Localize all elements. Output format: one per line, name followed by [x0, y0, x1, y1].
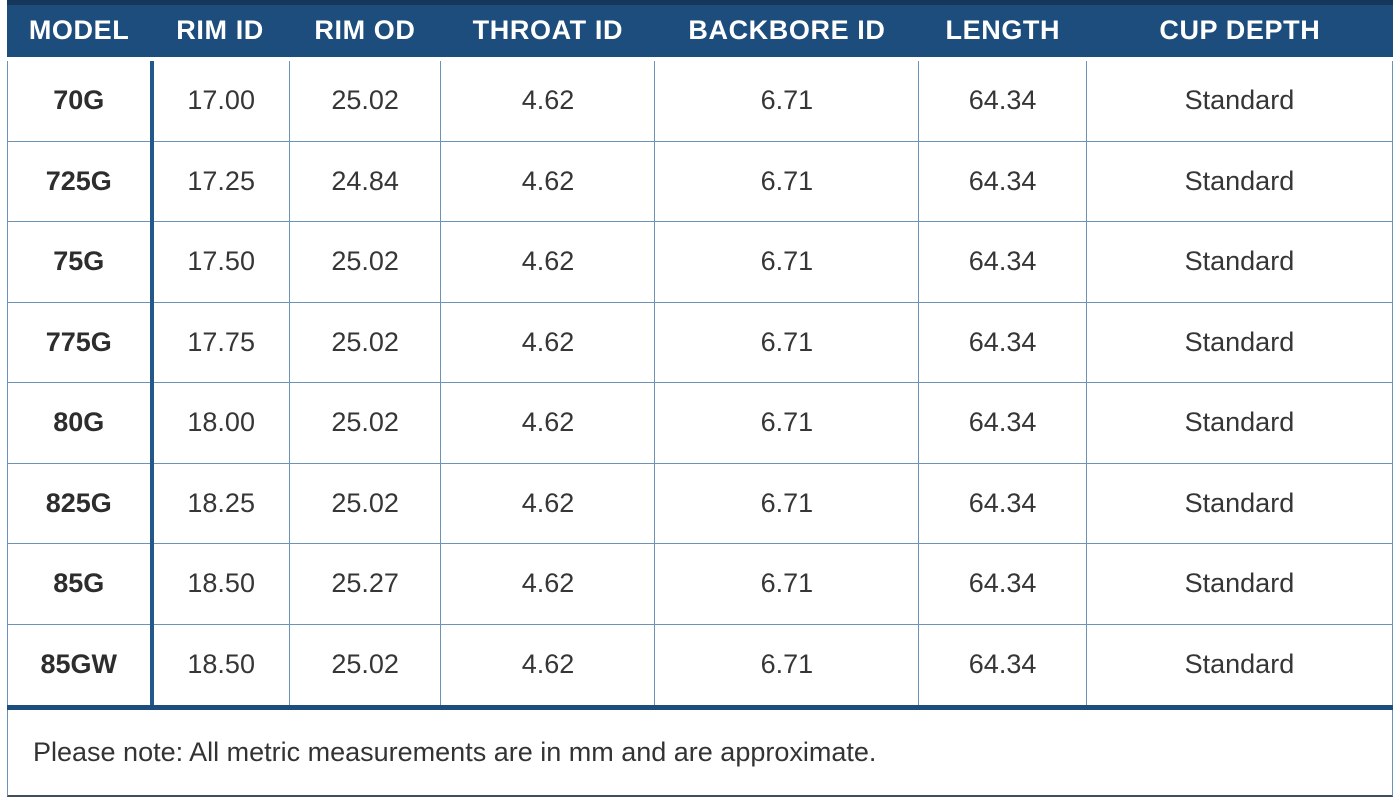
table-cell: 64.34 [918, 462, 1087, 544]
table-cell: 18.00 [151, 382, 290, 464]
table-cell: 6.71 [654, 623, 920, 705]
model-cell: 85GW [6, 623, 154, 705]
table-cell: 64.34 [918, 543, 1087, 625]
table-cell: 6.71 [654, 382, 920, 464]
header-row: MODEL RIM ID RIM OD THROAT ID BACKBORE I… [7, 0, 1393, 57]
model-cell: 775G [6, 301, 154, 383]
table-cell: 17.00 [151, 60, 290, 142]
table-row: 80G 18.00 25.02 4.62 6.71 64.34 Standard [6, 382, 1394, 464]
model-cell: 80G [6, 382, 154, 464]
footnote-text: Please note: All metric measurements are… [33, 736, 877, 767]
spec-table-header: MODEL RIM ID RIM OD THROAT ID BACKBORE I… [7, 0, 1393, 57]
table-row: 775G 17.75 25.02 4.62 6.71 64.34 Standar… [6, 301, 1394, 383]
table-cell: 18.50 [151, 623, 290, 705]
table-row: 85GW 18.50 25.02 4.62 6.71 64.34 Standar… [6, 623, 1394, 705]
footnote-row: Please note: All metric measurements are… [7, 709, 1393, 797]
spec-table-body: 70G 17.00 25.02 4.62 6.71 64.34 Standard… [6, 60, 1394, 705]
table-cell: 4.62 [440, 382, 656, 464]
model-cell: 85G [6, 543, 154, 625]
model-cell: 75G [6, 221, 154, 303]
table-cell: Standard [1085, 543, 1394, 625]
model-cell: 70G [6, 60, 154, 142]
table-cell: 17.75 [151, 301, 290, 383]
table-cell: Standard [1085, 301, 1394, 383]
table-cell: 64.34 [918, 382, 1087, 464]
table-cell: Standard [1085, 140, 1394, 222]
table-cell: 4.62 [440, 140, 656, 222]
col-header-model: MODEL [7, 0, 152, 57]
table-cell: Standard [1085, 462, 1394, 544]
table-cell: Standard [1085, 60, 1394, 142]
col-header-backbore-id: BACKBORE ID [654, 0, 919, 57]
table-cell: 25.02 [288, 221, 442, 303]
table-cell: 25.02 [288, 623, 442, 705]
table-cell: 64.34 [918, 623, 1087, 705]
table-cell: 17.25 [151, 140, 290, 222]
table-cell: 6.71 [654, 221, 920, 303]
col-header-rim-od: RIM OD [289, 0, 441, 57]
table-cell: 64.34 [918, 60, 1087, 142]
table-cell: 25.02 [288, 382, 442, 464]
table-cell: 17.50 [151, 221, 290, 303]
table-cell: 4.62 [440, 221, 656, 303]
table-row: 825G 18.25 25.02 4.62 6.71 64.34 Standar… [6, 462, 1394, 544]
table-cell: 6.71 [654, 60, 920, 142]
table-cell: 6.71 [654, 301, 920, 383]
table-cell: 25.02 [288, 301, 442, 383]
table-cell: 4.62 [440, 543, 656, 625]
table-cell: 64.34 [918, 301, 1087, 383]
table-cell: 6.71 [654, 462, 920, 544]
table-cell: 64.34 [918, 140, 1087, 222]
table-cell: Standard [1085, 221, 1394, 303]
table-cell: 25.02 [288, 60, 442, 142]
table-cell: 24.84 [288, 140, 442, 222]
col-header-rim-id: RIM ID [151, 0, 290, 57]
table-cell: Standard [1085, 382, 1394, 464]
table-cell: 25.27 [288, 543, 442, 625]
table-row: 725G 17.25 24.84 4.62 6.71 64.34 Standar… [6, 140, 1394, 222]
table-cell: 6.71 [654, 140, 920, 222]
table-cell: 4.62 [440, 60, 656, 142]
table-cell: 4.62 [440, 462, 656, 544]
table-cell: 4.62 [440, 623, 656, 705]
table-cell: 25.02 [288, 462, 442, 544]
table-row: 70G 17.00 25.02 4.62 6.71 64.34 Standard [6, 60, 1394, 142]
table-cell: 6.71 [654, 543, 920, 625]
section-divider [7, 704, 1393, 710]
model-cell: 825G [6, 462, 154, 544]
table-row: 75G 17.50 25.02 4.62 6.71 64.34 Standard [6, 221, 1394, 303]
model-cell: 725G [6, 140, 154, 222]
table-cell: 18.25 [151, 462, 290, 544]
table-cell: 64.34 [918, 221, 1087, 303]
col-header-cup-depth: CUP DEPTH [1086, 0, 1393, 57]
table-cell: Standard [1085, 623, 1394, 705]
table-cell: 18.50 [151, 543, 290, 625]
col-header-throat-id: THROAT ID [440, 0, 655, 57]
table-cell: 4.62 [440, 301, 656, 383]
table-row: 85G 18.50 25.27 4.62 6.71 64.34 Standard [6, 543, 1394, 625]
col-header-length: LENGTH [918, 0, 1087, 57]
